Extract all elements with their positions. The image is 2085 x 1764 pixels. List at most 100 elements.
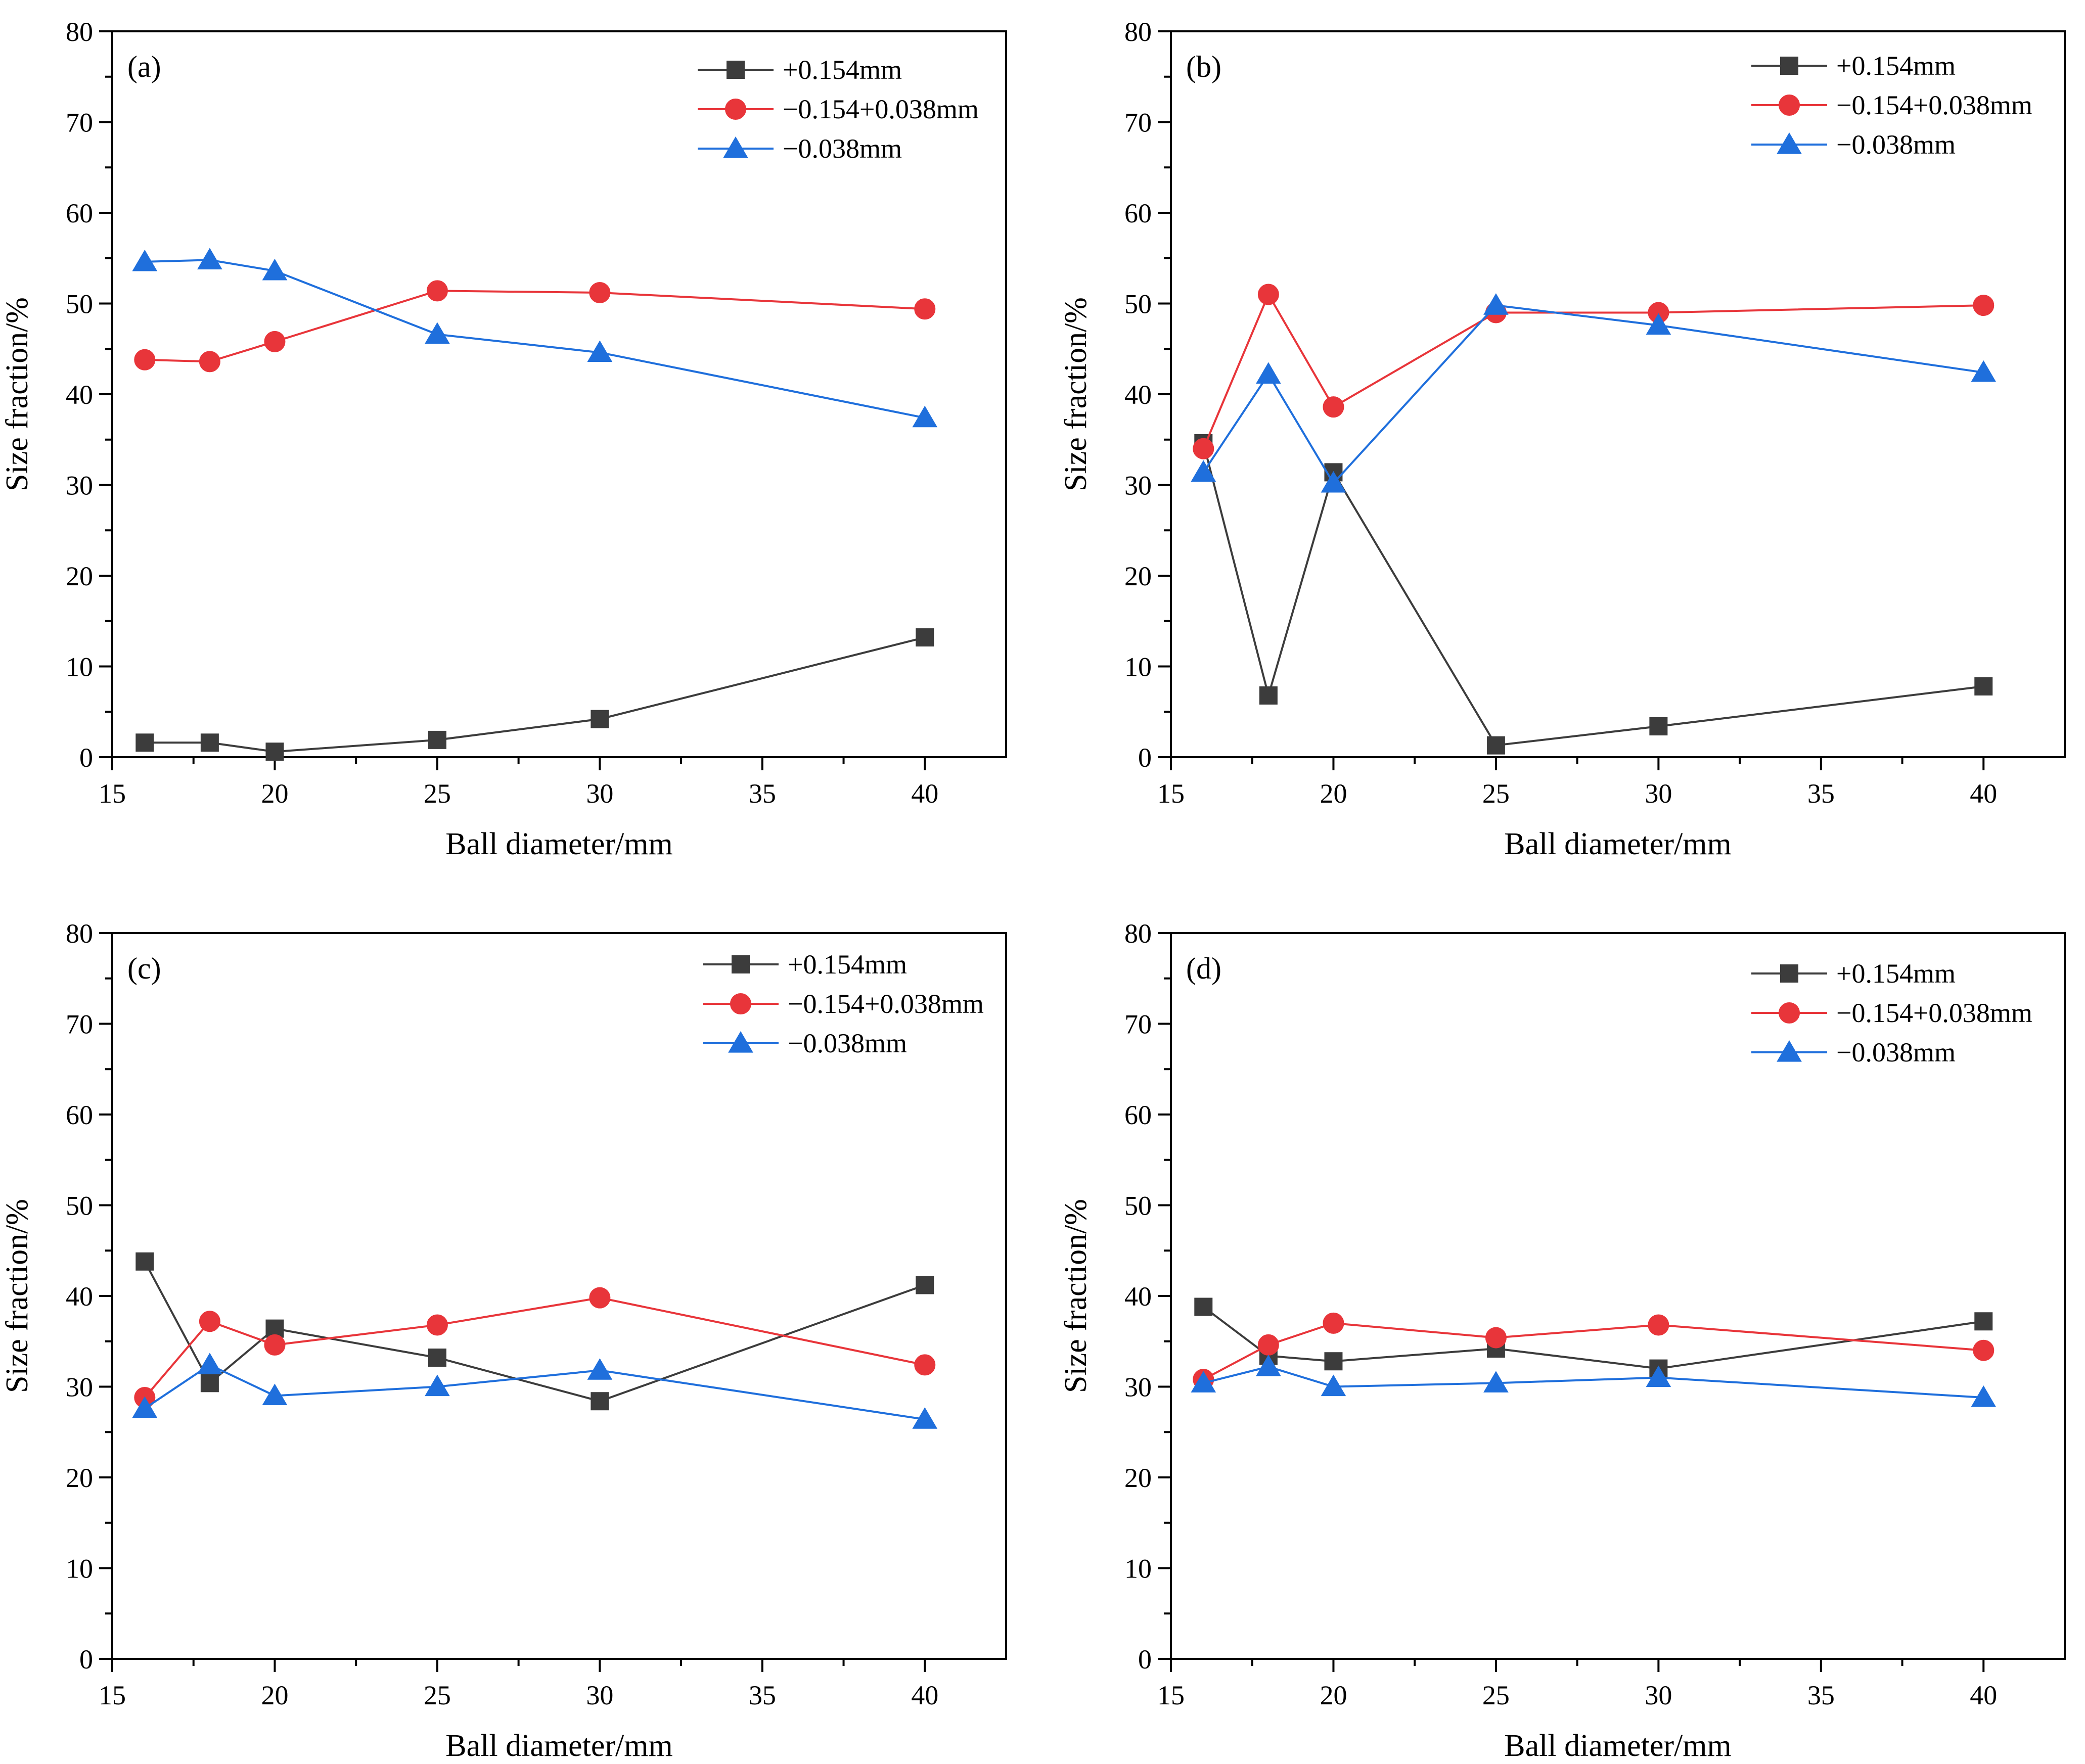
x-tick-label: 40 (911, 778, 938, 809)
legend-marker (723, 136, 748, 158)
y-tick-label: 40 (66, 380, 93, 410)
x-tick-label: 40 (1970, 778, 1997, 809)
data-point-series-0 (1194, 1297, 1213, 1316)
data-point-series-1 (1648, 1314, 1669, 1336)
data-point-series-0 (916, 1276, 934, 1294)
data-point-series-2 (1191, 460, 1216, 482)
x-axis-title: Ball diameter/mm (445, 827, 672, 861)
x-tick-label: 35 (749, 1680, 776, 1710)
y-axis-title: Size fraction/% (1059, 297, 1093, 491)
x-tick-label: 15 (1157, 778, 1185, 809)
data-point-series-1 (1257, 1334, 1279, 1356)
legend: +0.154mm −0.154+0.038mm −0.038mm (698, 55, 979, 164)
y-tick-label: 0 (1138, 1644, 1152, 1675)
data-point-series-1 (589, 1287, 611, 1309)
data-point-series-1 (1193, 438, 1214, 459)
data-point-series-2 (132, 249, 158, 271)
data-point-series-2 (1256, 1355, 1281, 1376)
y-tick-label: 30 (1124, 1372, 1152, 1403)
data-point-series-0 (428, 1349, 446, 1367)
data-point-series-0 (1974, 677, 1993, 695)
legend-marker (728, 1031, 753, 1053)
data-point-series-2 (197, 1353, 222, 1375)
legend-label: −0.038mm (1836, 129, 1956, 160)
data-point-series-1 (199, 1311, 220, 1332)
data-point-series-2 (1483, 1371, 1509, 1392)
data-point-series-0 (1324, 1352, 1343, 1371)
y-tick-label: 70 (66, 1009, 93, 1040)
y-tick-label: 40 (1124, 380, 1152, 410)
series-line-1 (144, 1296, 925, 1399)
data-point-series-2 (1971, 1385, 1997, 1407)
y-tick-label: 30 (66, 1372, 93, 1403)
y-tick-label: 20 (66, 561, 93, 591)
data-point-series-2 (132, 1396, 158, 1418)
y-tick-label: 30 (1124, 471, 1152, 501)
data-point-series-0 (200, 733, 219, 752)
legend-marker (1779, 95, 1800, 116)
data-point-series-2 (1971, 360, 1997, 382)
legend-marker (730, 993, 751, 1014)
y-tick-label: 10 (1124, 652, 1152, 682)
data-point-series-0 (135, 733, 154, 752)
legend-label: −0.154+0.038mm (783, 94, 979, 124)
x-tick-label: 20 (1320, 778, 1347, 809)
y-tick-label: 80 (1124, 918, 1152, 949)
x-tick-label: 30 (586, 1680, 613, 1710)
data-point-series-2 (262, 1383, 288, 1406)
x-tick-label: 20 (1320, 1680, 1347, 1710)
x-tick-label: 30 (586, 778, 613, 809)
legend-marker (727, 61, 745, 79)
panel-label: (a) (127, 50, 161, 83)
legend-label: −0.154+0.038mm (1836, 90, 2032, 120)
series-line-1 (1203, 1322, 1984, 1380)
x-tick-label: 15 (99, 1680, 126, 1710)
data-point-series-0 (1259, 686, 1278, 705)
series-line-0 (145, 636, 925, 753)
data-point-series-0 (1649, 717, 1668, 735)
x-tick-label: 40 (1970, 1680, 1997, 1710)
y-tick-label: 30 (66, 471, 93, 501)
legend-label: +0.154mm (1836, 51, 1956, 81)
y-axis-title: Size fraction/% (0, 1199, 34, 1393)
y-axis-title: Size fraction/% (0, 297, 34, 491)
y-tick-label: 70 (66, 108, 93, 138)
legend-marker (1780, 57, 1798, 75)
data-point-series-2 (1321, 1374, 1346, 1397)
y-tick-label: 20 (1124, 1463, 1152, 1493)
x-tick-label: 30 (1645, 1680, 1672, 1710)
series-line-1 (1202, 292, 1984, 449)
x-tick-label: 15 (1157, 1680, 1185, 1710)
y-tick-label: 50 (1124, 1191, 1152, 1221)
y-tick-label: 10 (66, 652, 93, 682)
data-point-series-2 (1321, 471, 1346, 493)
legend-marker (1779, 1002, 1800, 1024)
x-tick-label: 35 (1807, 778, 1835, 809)
y-tick-label: 20 (66, 1463, 93, 1493)
x-tick-label: 35 (749, 778, 776, 809)
legend-label: −0.038mm (1836, 1037, 1956, 1067)
data-point-series-2 (912, 1407, 938, 1429)
y-axis-title: Size fraction/% (1059, 1199, 1093, 1393)
legend-marker (732, 955, 750, 973)
data-point-series-2 (262, 258, 288, 281)
y-tick-label: 0 (1138, 742, 1152, 773)
legend: +0.154mm −0.154+0.038mm −0.038mm (703, 949, 984, 1058)
y-tick-label: 80 (1124, 17, 1152, 47)
data-point-series-0 (1486, 736, 1505, 755)
x-tick-label: 20 (261, 778, 288, 809)
data-point-series-0 (428, 730, 446, 749)
data-point-series-1 (426, 1314, 448, 1336)
x-tick-label: 25 (1482, 778, 1510, 809)
x-tick-label: 15 (99, 778, 126, 809)
series-line-0 (1202, 443, 1984, 747)
y-tick-label: 0 (79, 742, 93, 773)
x-axis-title: Ball diameter/mm (1504, 1729, 1731, 1763)
y-tick-label: 70 (1124, 1009, 1152, 1040)
panel-label: (b) (1186, 50, 1221, 83)
series-line-2 (1203, 1365, 1984, 1399)
data-point-series-1 (1973, 295, 1995, 316)
chart-panel-0: 15 20 25 30 35 40 0 10 20 30 40 50 60 70 80 Ball diamet… (0, 17, 1007, 861)
data-point-series-2 (1191, 1371, 1216, 1392)
